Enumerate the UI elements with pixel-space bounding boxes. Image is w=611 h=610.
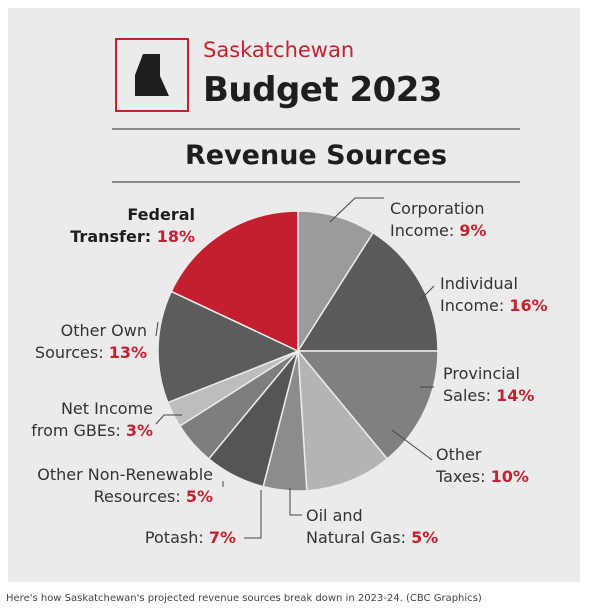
label-other-non-renewable: Other Non-Renewable Resources: 5% bbox=[37, 464, 213, 508]
slice-percent: 13% bbox=[108, 343, 147, 362]
label-line1: Provincial bbox=[443, 364, 520, 383]
leader-line-5 bbox=[244, 490, 262, 539]
leader-line-3 bbox=[391, 429, 433, 461]
label-line1: Net Income bbox=[60, 399, 153, 418]
leader-line-4 bbox=[289, 488, 302, 516]
label-federal-transfer: Federal Transfer: 18% bbox=[70, 204, 195, 248]
slice-percent: 3% bbox=[125, 421, 153, 440]
label-line1: Other bbox=[436, 445, 482, 464]
label-line2: Taxes: bbox=[436, 467, 486, 486]
label-line2: Potash: bbox=[144, 528, 204, 547]
province-shape-icon bbox=[135, 54, 169, 96]
slice-percent: 5% bbox=[185, 487, 213, 506]
pie-slice-0 bbox=[297, 210, 375, 354]
pie-slice-9 bbox=[170, 210, 299, 353]
leader-line-1 bbox=[419, 285, 435, 301]
label-line2: Resources: bbox=[93, 487, 181, 506]
slice-percent: 14% bbox=[496, 386, 535, 405]
label-line1: Corporation bbox=[390, 199, 485, 218]
label-individual-income: Individual Income: 16% bbox=[440, 273, 548, 317]
label-line2: from GBEs: bbox=[31, 421, 121, 440]
label-line2: Sources: bbox=[34, 343, 104, 362]
slice-percent: 10% bbox=[490, 467, 529, 486]
slice-percent: 9% bbox=[459, 221, 487, 240]
pie-slice-2 bbox=[296, 350, 439, 460]
pie-slice-8 bbox=[157, 290, 300, 404]
pie-slice-1 bbox=[296, 231, 439, 352]
label-line2: Income: bbox=[440, 296, 505, 315]
pie-slice-3 bbox=[297, 348, 389, 492]
label-oil-natural-gas: Oil and Natural Gas: 5% bbox=[306, 505, 438, 549]
label-line1: Federal bbox=[127, 205, 195, 224]
leader-line-8 bbox=[155, 321, 159, 337]
slice-percent: 18% bbox=[156, 227, 195, 246]
slice-percent: 5% bbox=[411, 528, 439, 547]
bottom-divider bbox=[112, 181, 520, 183]
top-divider bbox=[112, 128, 520, 130]
label-line1: Individual bbox=[440, 274, 518, 293]
label-other-taxes: Other Taxes: 10% bbox=[436, 444, 529, 488]
slice-percent: 7% bbox=[208, 528, 236, 547]
label-line2: Income: bbox=[390, 221, 455, 240]
label-corporation-income: Corporation Income: 9% bbox=[390, 198, 487, 242]
label-potash: Potash: 7% bbox=[145, 527, 236, 549]
budget-title: Budget 2023 bbox=[203, 70, 443, 110]
leader-line-7 bbox=[155, 414, 182, 425]
label-line1: Other Own bbox=[60, 321, 147, 340]
label-line1: Other Non-Renewable bbox=[37, 465, 213, 484]
brand-name: Saskatchewan bbox=[203, 38, 355, 62]
chart-title: Revenue Sources bbox=[184, 140, 448, 171]
label-net-income-gbes: Net Income from GBEs: 3% bbox=[31, 398, 153, 442]
image-caption: Here's how Saskatchewan's projected reve… bbox=[6, 593, 482, 604]
slice-percent: 16% bbox=[509, 296, 548, 315]
label-line2: Natural Gas: bbox=[306, 528, 407, 547]
label-line2: Transfer: bbox=[70, 227, 152, 246]
label-line1: Oil and bbox=[306, 506, 363, 525]
leader-line-0 bbox=[329, 197, 384, 223]
label-other-own-sources: Other Own Sources: 13% bbox=[35, 320, 147, 364]
label-line2: Sales: bbox=[443, 386, 491, 405]
label-provincial-sales: Provincial Sales: 14% bbox=[443, 363, 534, 407]
saskatchewan-logo bbox=[115, 38, 189, 112]
